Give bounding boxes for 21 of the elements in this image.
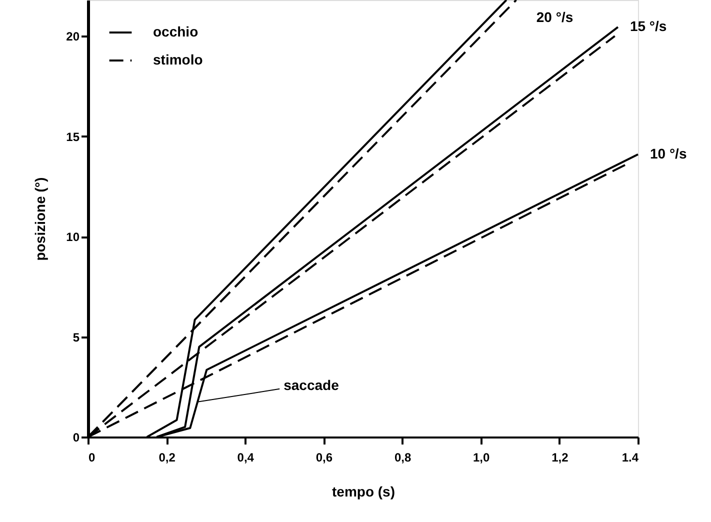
legend-label: stimolo xyxy=(153,52,203,68)
x-tick-label: 0,8 xyxy=(394,450,412,464)
y-tick-label: 15 xyxy=(66,130,80,144)
legend-label: occhio xyxy=(153,24,198,40)
x-tick-label: 1,0 xyxy=(473,450,490,464)
x-tick-label: 1,2 xyxy=(552,450,569,464)
annotation: 10 °/s xyxy=(650,145,687,162)
annotation: 15 °/s xyxy=(630,18,667,34)
x-tick-label: 0,6 xyxy=(316,450,333,464)
x-tick-label: 0,2 xyxy=(158,450,176,464)
y-tick-label: 0 xyxy=(72,430,80,444)
x-tick-label: 0,4 xyxy=(237,450,254,464)
y-tick-label: 10 xyxy=(66,230,80,244)
x-axis-title: tempo (s) xyxy=(332,484,395,500)
x-tick-label: 0 xyxy=(88,450,96,464)
y-axis-title: posizione (°) xyxy=(32,177,48,261)
y-tick-label: 5 xyxy=(72,330,80,344)
x-tick-label: 1.4 xyxy=(622,450,639,464)
annotation: 20 °/s xyxy=(536,9,574,25)
y-tick-label: 20 xyxy=(66,30,80,44)
annotation: saccade xyxy=(284,376,340,393)
